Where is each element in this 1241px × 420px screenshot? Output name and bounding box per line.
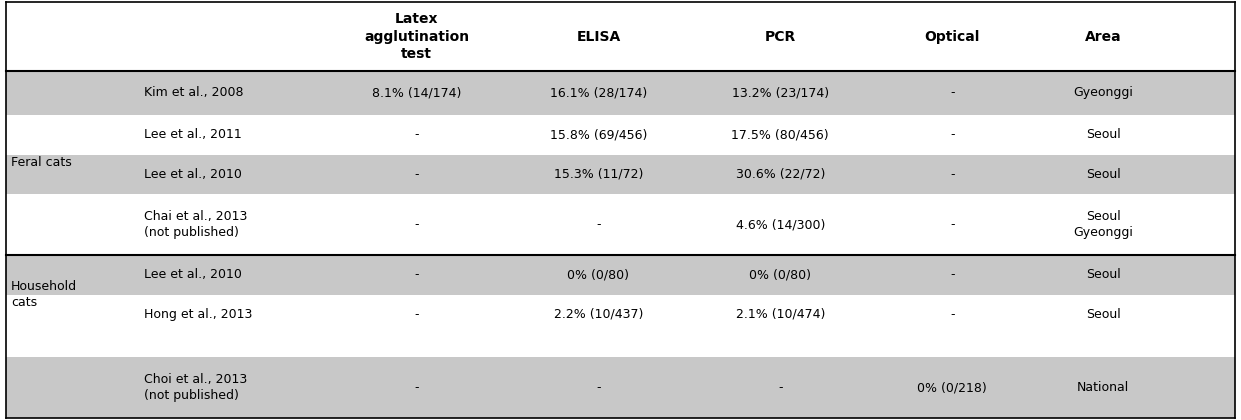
Text: -: - bbox=[414, 308, 418, 321]
Bar bbox=[6, 194, 1235, 255]
Bar bbox=[6, 357, 1235, 418]
Text: Choi et al., 2013
(not published): Choi et al., 2013 (not published) bbox=[144, 373, 247, 402]
Text: Seoul: Seoul bbox=[1086, 128, 1121, 141]
Text: Lee et al., 2010: Lee et al., 2010 bbox=[144, 168, 242, 181]
Bar bbox=[6, 155, 1235, 194]
Text: Lee et al., 2011: Lee et al., 2011 bbox=[144, 128, 242, 141]
Text: 16.1% (28/174): 16.1% (28/174) bbox=[550, 87, 647, 100]
Text: Gyeonggi: Gyeonggi bbox=[1073, 87, 1133, 100]
Text: Seoul: Seoul bbox=[1086, 168, 1121, 181]
Text: Kim et al., 2008: Kim et al., 2008 bbox=[144, 87, 243, 100]
Text: -: - bbox=[949, 168, 954, 181]
Text: Seoul: Seoul bbox=[1086, 268, 1121, 281]
Text: 0% (0/80): 0% (0/80) bbox=[750, 268, 812, 281]
Text: -: - bbox=[414, 268, 418, 281]
Text: -: - bbox=[414, 381, 418, 394]
Text: 17.5% (80/456): 17.5% (80/456) bbox=[731, 128, 829, 141]
Text: -: - bbox=[414, 218, 418, 231]
Text: 2.1% (10/474): 2.1% (10/474) bbox=[736, 308, 825, 321]
Text: -: - bbox=[596, 381, 601, 394]
Text: 15.8% (69/456): 15.8% (69/456) bbox=[550, 128, 647, 141]
Text: -: - bbox=[949, 218, 954, 231]
Text: 4.6% (14/300): 4.6% (14/300) bbox=[736, 218, 825, 231]
Text: -: - bbox=[414, 128, 418, 141]
Text: -: - bbox=[414, 168, 418, 181]
Text: -: - bbox=[949, 128, 954, 141]
Text: 0% (0/80): 0% (0/80) bbox=[567, 268, 629, 281]
Text: -: - bbox=[596, 218, 601, 231]
Text: Latex
agglutination
test: Latex agglutination test bbox=[364, 12, 469, 61]
Text: Seoul
Gyeonggi: Seoul Gyeonggi bbox=[1073, 210, 1133, 239]
Text: 0% (0/218): 0% (0/218) bbox=[917, 381, 987, 394]
Text: Optical: Optical bbox=[925, 29, 980, 44]
Text: Hong et al., 2013: Hong et al., 2013 bbox=[144, 308, 252, 321]
Text: Household
cats: Household cats bbox=[11, 280, 77, 309]
Text: -: - bbox=[949, 87, 954, 100]
Bar bbox=[6, 294, 1235, 334]
Text: -: - bbox=[949, 268, 954, 281]
Text: ELISA: ELISA bbox=[576, 29, 620, 44]
Text: Area: Area bbox=[1085, 29, 1122, 44]
Text: 13.2% (23/174): 13.2% (23/174) bbox=[732, 87, 829, 100]
Bar bbox=[6, 2, 1235, 71]
Text: 2.2% (10/437): 2.2% (10/437) bbox=[553, 308, 643, 321]
Text: Lee et al., 2010: Lee et al., 2010 bbox=[144, 268, 242, 281]
Text: 8.1% (14/174): 8.1% (14/174) bbox=[372, 87, 462, 100]
Text: PCR: PCR bbox=[764, 29, 795, 44]
Text: -: - bbox=[778, 381, 783, 394]
Bar bbox=[6, 71, 1235, 115]
Text: Chai et al., 2013
(not published): Chai et al., 2013 (not published) bbox=[144, 210, 247, 239]
Text: Seoul: Seoul bbox=[1086, 308, 1121, 321]
Text: National: National bbox=[1077, 381, 1129, 394]
Bar bbox=[6, 255, 1235, 294]
Text: -: - bbox=[949, 308, 954, 321]
Bar bbox=[6, 115, 1235, 155]
Text: Feral cats: Feral cats bbox=[11, 157, 72, 170]
Text: 30.6% (22/72): 30.6% (22/72) bbox=[736, 168, 825, 181]
Text: 15.3% (11/72): 15.3% (11/72) bbox=[553, 168, 643, 181]
Bar bbox=[6, 334, 1235, 357]
